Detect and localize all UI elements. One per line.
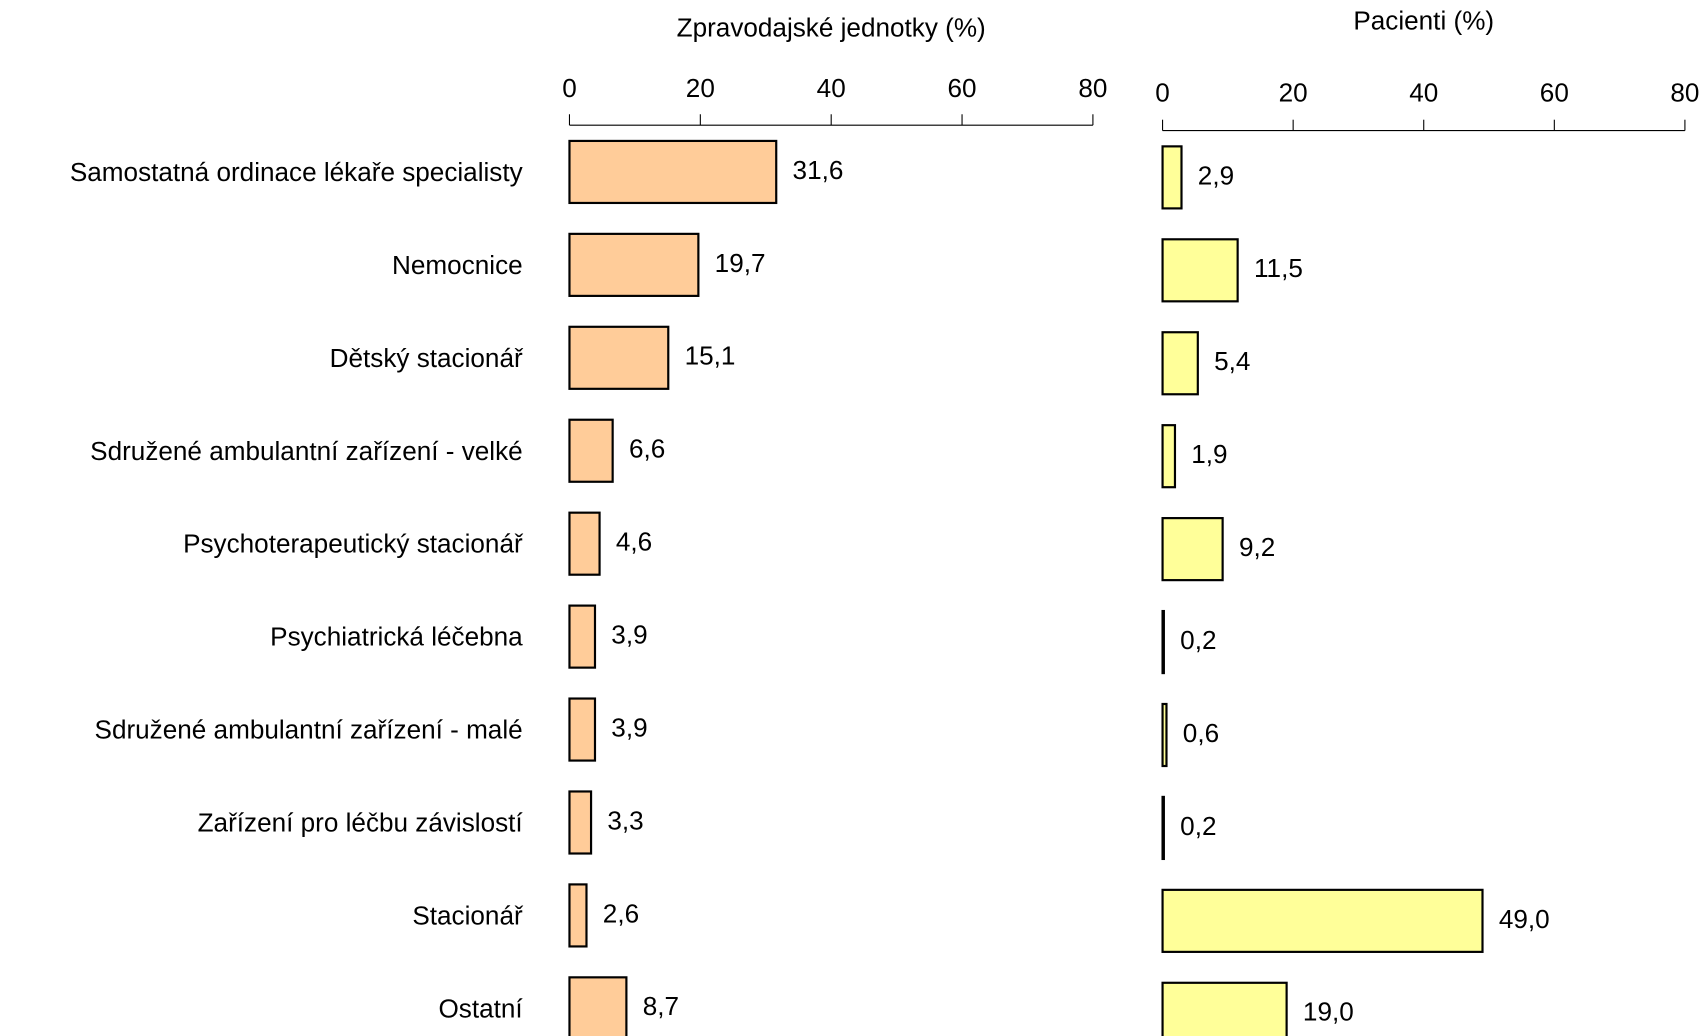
y-tick-label: Ostatní <box>439 993 524 1023</box>
bar <box>1161 795 1165 861</box>
x-tick-label: 40 <box>1409 78 1438 108</box>
bar <box>568 232 700 297</box>
chart-title: Pacienti (%) <box>1353 6 1494 36</box>
bar <box>568 697 597 762</box>
value-label: 4,6 <box>616 527 652 557</box>
y-tick-label: Samostatná ordinace lékaře specialisty <box>70 157 523 187</box>
x-tick-label: 80 <box>1670 78 1699 108</box>
value-label: 19,7 <box>715 248 766 278</box>
x-tick-label: 20 <box>686 73 715 103</box>
y-tick-label: Psychoterapeutický stacionář <box>183 529 524 559</box>
chart-title: Zpravodajské jednotky (%) <box>677 12 986 42</box>
y-tick-label: Psychiatrická léčebna <box>270 622 523 652</box>
x-tick-label: 20 <box>1279 78 1308 108</box>
bar <box>568 883 588 948</box>
x-tick-label: 60 <box>1540 78 1569 108</box>
value-label: 0,2 <box>1180 625 1216 655</box>
bar <box>568 418 614 483</box>
bar <box>568 976 628 1036</box>
value-label: 0,6 <box>1183 718 1219 748</box>
bar <box>1161 145 1183 210</box>
value-label: 3,9 <box>611 620 647 650</box>
bar <box>568 325 670 390</box>
y-tick-label: Dětský stacionář <box>330 343 524 373</box>
value-label: 3,9 <box>611 712 647 742</box>
value-label: 11,5 <box>1254 253 1303 283</box>
y-tick-label: Nemocnice <box>392 250 523 280</box>
bar <box>1161 424 1177 489</box>
bar <box>568 139 778 205</box>
bar <box>568 511 601 576</box>
value-label: 31,6 <box>793 155 844 185</box>
y-tick-label: Zařízení pro léčbu závislostí <box>198 808 524 838</box>
bar <box>1161 331 1199 396</box>
value-label: 5,4 <box>1214 346 1250 376</box>
x-tick-label: 0 <box>1155 78 1170 108</box>
value-label: 3,3 <box>607 805 643 835</box>
value-label: 19,0 <box>1303 997 1354 1027</box>
y-tick-label: Stacionář <box>412 900 524 930</box>
value-label: 15,1 <box>685 341 736 371</box>
x-tick-label: 80 <box>1078 73 1107 103</box>
value-label: 6,6 <box>629 434 665 464</box>
value-label: 49,0 <box>1499 904 1550 934</box>
value-label: 8,7 <box>643 991 679 1021</box>
x-tick-label: 0 <box>562 73 577 103</box>
x-tick-label: 40 <box>817 73 846 103</box>
value-label: 9,2 <box>1239 532 1275 562</box>
x-tick-label: 60 <box>948 73 977 103</box>
bar <box>1161 238 1239 303</box>
bar <box>1161 702 1168 768</box>
y-tick-label: Sdružené ambulantní zařízení - malé <box>95 715 523 745</box>
bar <box>1161 888 1484 953</box>
value-label: 0,2 <box>1180 811 1216 841</box>
y-tick-label: Sdružené ambulantní zařízení - velké <box>90 436 523 466</box>
value-label: 2,6 <box>603 898 639 928</box>
value-label: 1,9 <box>1191 439 1227 469</box>
bar <box>1161 517 1224 582</box>
bar <box>1161 981 1288 1036</box>
bar <box>568 790 593 855</box>
value-label: 2,9 <box>1198 160 1234 190</box>
bar <box>568 604 597 669</box>
bar <box>1161 609 1165 675</box>
